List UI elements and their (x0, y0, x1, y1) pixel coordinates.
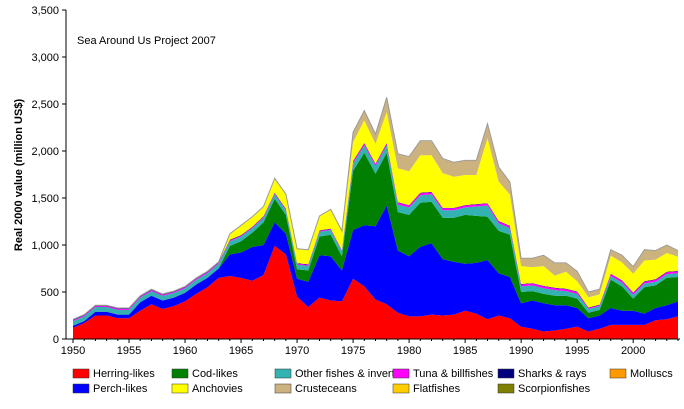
source-annotation: Sea Around Us Project 2007 (77, 35, 216, 47)
area-herring-likes (73, 245, 678, 339)
x-tick-label: 1975 (341, 345, 365, 357)
y-tick-label: 1,500 (31, 193, 59, 205)
legend-item-flatfishes: Flatfishes (392, 383, 461, 395)
legend-label: Sharks & rays (518, 368, 587, 380)
legend: Herring-likes Cod-likes Other fishes & inv… (72, 368, 673, 395)
legend-swatch (497, 383, 515, 394)
y-axis-ticks: 0 500 1,000 1,500 2,000 2,500 3,000 3,500 (31, 5, 66, 346)
x-tick-label: 1985 (453, 345, 477, 357)
area-perch-likes (73, 205, 678, 332)
legend-label: Anchovies (192, 383, 243, 395)
stacked-areas (72, 97, 679, 339)
y-tick-label: 500 (41, 287, 59, 299)
legend-item-herring-likes: Herring-likes (72, 368, 155, 380)
legend-swatch (171, 383, 189, 394)
legend-label: Flatfishes (413, 383, 461, 395)
legend-swatch (609, 368, 627, 379)
x-tick-label: 2000 (621, 345, 645, 357)
legend-label: Perch-likes (93, 383, 148, 395)
y-tick-label: 2,500 (31, 99, 59, 111)
legend-item-crusteceans: Crusteceans (274, 383, 357, 395)
legend-item-perch-likes: Perch-likes (72, 383, 148, 395)
y-tick-label: 1,000 (31, 240, 59, 252)
legend-label: Tuna & billfishes (413, 368, 494, 380)
x-tick-label: 1980 (397, 345, 421, 357)
legend-label: Scorpionfishes (518, 383, 591, 395)
y-tick-label: 3,500 (31, 5, 59, 17)
x-tick-label: 1960 (173, 345, 197, 357)
x-tick-label: 1965 (229, 345, 253, 357)
total-outline (72, 97, 679, 320)
area-crusteceans (73, 97, 678, 320)
legend-label: Herring-likes (93, 368, 155, 380)
x-tick-label: 1970 (285, 345, 309, 357)
legend-item-other-fishes-inverts: Other fishes & inverts (274, 368, 401, 380)
legend-label: Other fishes & inverts (295, 368, 401, 380)
area-cod-likes (73, 152, 678, 326)
legend-item-anchovies: Anchovies (171, 383, 243, 395)
x-tick-label: 1955 (117, 345, 141, 357)
legend-swatch (171, 368, 189, 379)
legend-item-scorpionfishes: Scorpionfishes (497, 383, 591, 395)
x-axis-ticks: 1950 1955 1960 1965 1970 1975 1980 1985 1990 1995… (61, 339, 679, 357)
y-tick-label: 3,000 (31, 52, 59, 64)
legend-swatch (72, 368, 90, 379)
legend-item-molluscs: Molluscs (609, 368, 673, 380)
legend-label: Cod-likes (192, 368, 238, 380)
area-other-fishes-inverts (73, 145, 678, 326)
legend-swatch (274, 383, 292, 394)
legend-swatch (497, 368, 515, 379)
legend-label: Molluscs (630, 368, 673, 380)
area-anchovies (73, 112, 678, 320)
legend-item-cod-likes: Cod-likes (171, 368, 238, 380)
legend-item-tuna-billfishes: Tuna & billfishes (392, 368, 494, 380)
y-tick-label: 0 (53, 334, 59, 346)
x-tick-label: 1990 (509, 345, 533, 357)
x-tick-label: 1995 (565, 345, 589, 357)
legend-swatch (72, 383, 90, 394)
legend-swatch (392, 368, 410, 379)
y-tick-label: 2,000 (31, 146, 59, 158)
y-axis-label: Real 2000 value (million US$) (13, 99, 25, 252)
legend-swatch (392, 383, 410, 394)
x-tick-label: 1950 (61, 345, 85, 357)
legend-item-sharks-rays: Sharks & rays (497, 368, 587, 380)
legend-swatch (274, 368, 292, 379)
legend-label: Crusteceans (295, 383, 357, 395)
